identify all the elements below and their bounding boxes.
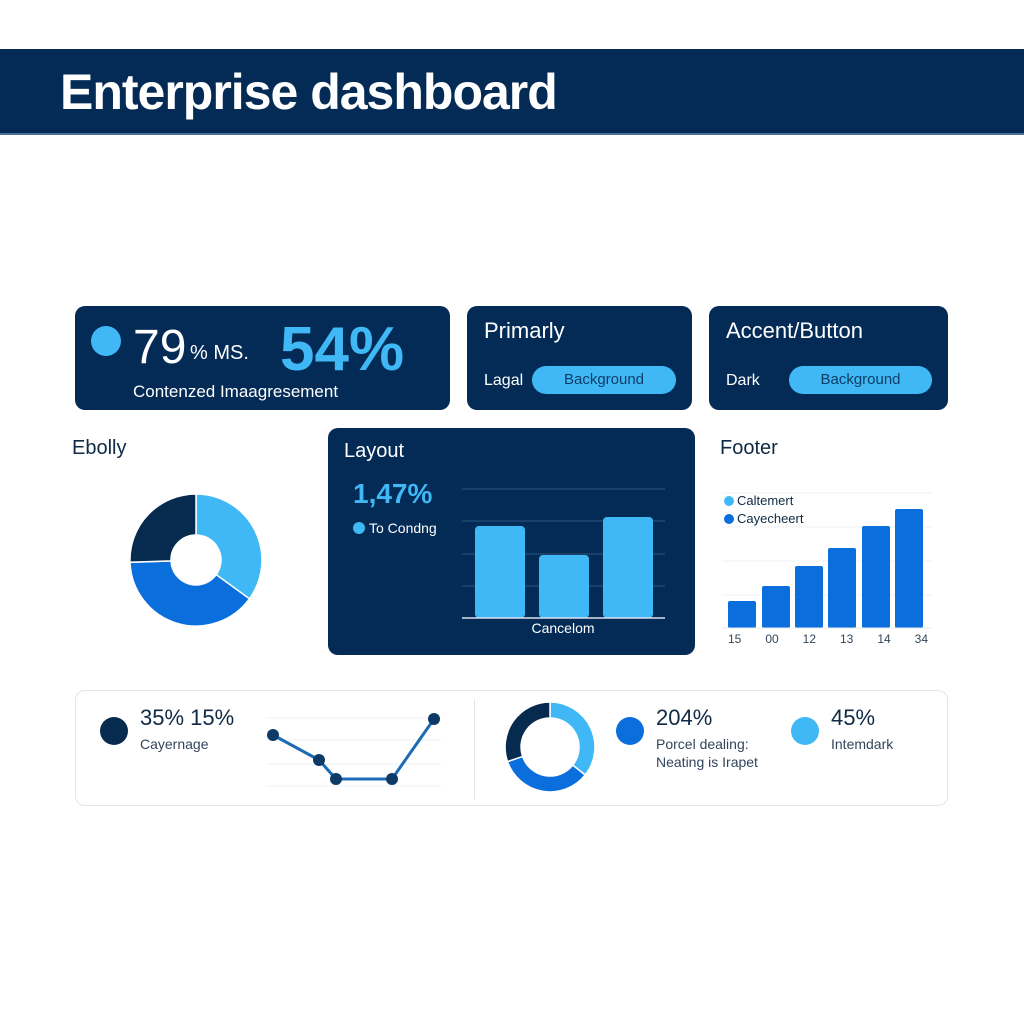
stat-value: 35% 15%: [140, 705, 235, 730]
footer-bar-chart: [722, 492, 932, 629]
legend-dot-icon: [724, 496, 734, 506]
bar: [862, 526, 890, 628]
donut-segment-light: [549, 701, 596, 777]
primary-card: Primarly Lagal Background: [467, 306, 692, 410]
stat-porcel: 204% Porcel dealing: Neating is Irapet: [616, 705, 758, 771]
background-button[interactable]: Background: [532, 366, 676, 394]
footer-legend: Caltemert Cayecheert: [724, 492, 803, 528]
kpi-highlight-value: 54%: [280, 315, 405, 384]
donut-segment-navy: [129, 493, 197, 564]
stat-desc-line1: Porcel dealing:: [656, 736, 749, 752]
kpi-primary-suffix: % MS.: [190, 342, 249, 364]
donut-segment-light: [195, 493, 263, 600]
x-tick: 14: [877, 632, 891, 646]
layout-card: Layout 1,47% To Condng Cancelom: [328, 428, 695, 655]
accent-card-title: Accent/Button: [726, 318, 863, 343]
footer-x-axis: 15 00 12 13 14 34: [728, 632, 928, 646]
x-tick: 34: [914, 632, 928, 646]
x-tick: 12: [802, 632, 817, 646]
donut-segment-blue: [506, 755, 587, 793]
accent-card-label: Dark: [726, 372, 760, 389]
bar: [728, 601, 756, 628]
kpi-card: 79 % MS. 54% Contenzed Imaagresement: [75, 306, 450, 410]
layout-big-value: 1,47%: [353, 478, 433, 509]
bar: [795, 566, 823, 628]
layout-legend-label: To Condng: [369, 520, 437, 536]
legend-dot-icon: [353, 522, 365, 534]
legend-label: Caltemert: [737, 493, 794, 508]
kpi-subtitle: Contenzed Imaagresement: [133, 382, 339, 401]
data-point: [428, 713, 440, 725]
dot-icon: [100, 717, 128, 745]
kpi-primary-value: 79: [133, 321, 187, 374]
data-point: [386, 773, 398, 785]
divider: [474, 699, 475, 799]
primary-card-title: Primarly: [484, 318, 565, 343]
stat-intemdark: 45% Intemdark: [791, 705, 893, 753]
dot-icon: [616, 717, 644, 745]
stat-desc: Intemdark: [831, 736, 894, 752]
x-tick: 13: [839, 632, 854, 646]
x-tick: 15: [728, 632, 742, 646]
dot-icon: [791, 717, 819, 745]
dot-icon: [91, 326, 121, 356]
background-button[interactable]: Background: [789, 366, 932, 394]
layout-x-label: Cancelom: [531, 620, 595, 636]
primary-card-label: Lagal: [484, 372, 524, 389]
header-bar: Enterprise dashboard: [0, 49, 1024, 135]
footer-label: Footer: [720, 437, 778, 459]
donut-segment-navy: [504, 701, 551, 763]
bar: [539, 555, 589, 618]
page-title: Enterprise dashboard: [60, 64, 558, 120]
bar: [895, 509, 923, 628]
donut-segment-blue: [129, 560, 251, 627]
data-point: [313, 754, 325, 766]
layout-bar-chart: [462, 488, 665, 619]
stat-desc: Cayernage: [140, 736, 209, 752]
ebolly-label: Ebolly: [72, 437, 127, 459]
accent-button-card: Accent/Button Dark Background: [709, 306, 948, 410]
data-point: [267, 729, 279, 741]
bar: [603, 517, 653, 618]
layout-legend: To Condng: [353, 520, 437, 536]
legend-dot-icon: [724, 514, 734, 524]
legend-item: Cayecheert: [724, 510, 803, 528]
ebolly-donut-chart: [129, 493, 263, 627]
donut-chart: [504, 701, 596, 793]
legend-label: Cayecheert: [737, 511, 804, 526]
layout-card-title: Layout: [344, 440, 405, 462]
stat-desc-line2: Neating is Irapet: [656, 754, 758, 770]
line-chart: [266, 713, 441, 787]
bottom-stats-panel: 35% 15% Cayernage 204% Porcel dealing: N…: [75, 690, 948, 806]
x-tick: 00: [765, 632, 779, 646]
bar: [762, 586, 790, 628]
stat-value: 204%: [656, 705, 713, 730]
data-point: [330, 773, 342, 785]
bar: [828, 548, 856, 628]
legend-item: Caltemert: [724, 492, 803, 510]
bar: [475, 526, 525, 618]
stat-cayernage: 35% 15% Cayernage: [100, 705, 234, 753]
stat-value: 45%: [831, 705, 876, 730]
